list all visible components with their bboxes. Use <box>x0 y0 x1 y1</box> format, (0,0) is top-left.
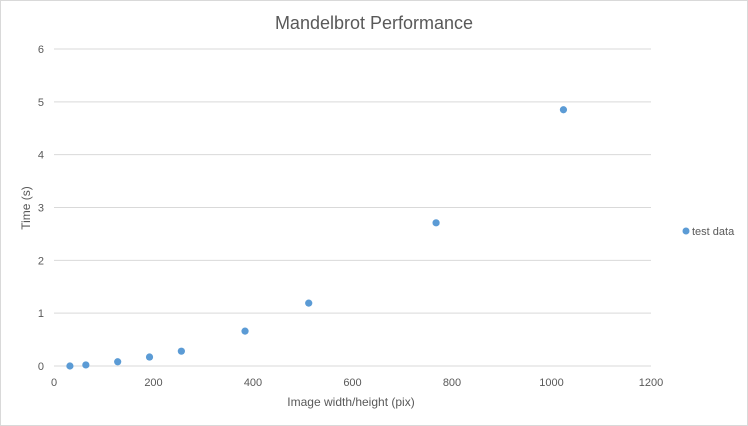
x-tick-label: 400 <box>244 377 262 389</box>
y-tick-label: 2 <box>38 255 44 267</box>
x-tick-label: 1000 <box>539 377 563 389</box>
data-point <box>241 327 249 335</box>
y-axis-title: Time (s) <box>19 186 33 230</box>
data-point <box>114 358 122 366</box>
legend-label: test data <box>692 226 735 238</box>
data-point <box>145 353 154 361</box>
x-tick-label: 800 <box>443 377 461 389</box>
data-point <box>177 347 185 355</box>
horizontal-gridlines <box>54 48 651 314</box>
x-tick-label: 600 <box>343 377 361 389</box>
data-point <box>432 219 440 227</box>
chart-title: Mandelbrot Performance <box>275 13 473 33</box>
y-tick-label: 1 <box>38 308 44 320</box>
x-tick-label: 200 <box>144 377 162 389</box>
y-tick-label: 0 <box>38 361 44 373</box>
x-tick-labels: 0 200 400 600 800 1000 1200 <box>51 377 663 389</box>
data-point <box>305 299 313 307</box>
data-point <box>66 362 74 370</box>
y-tick-label: 4 <box>38 150 44 162</box>
data-point <box>559 106 568 114</box>
y-tick-labels: 0 1 2 3 4 5 6 <box>38 44 44 373</box>
x-tick-label: 0 <box>51 377 57 389</box>
y-tick-label: 5 <box>38 97 44 109</box>
data-point <box>82 361 90 369</box>
x-axis-title: Image width/height (pix) <box>287 395 414 409</box>
y-tick-label: 6 <box>38 44 44 56</box>
legend-marker <box>682 227 690 235</box>
data-points <box>66 106 568 370</box>
x-tick-label: 1200 <box>639 377 663 389</box>
y-tick-label: 3 <box>38 203 44 215</box>
legend: test data <box>682 226 735 238</box>
